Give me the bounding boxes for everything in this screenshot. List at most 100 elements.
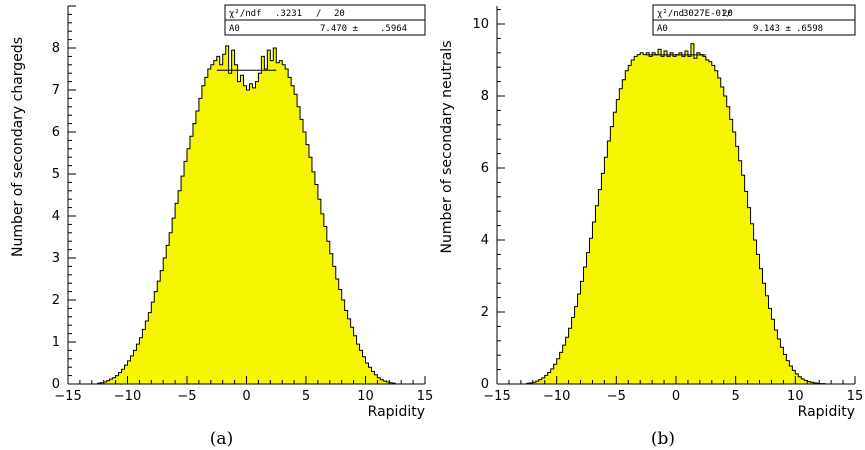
histogram-bin bbox=[145, 321, 149, 384]
histogram-bin bbox=[353, 335, 357, 384]
histogram-bin bbox=[693, 58, 698, 384]
histogram-bin bbox=[187, 148, 191, 384]
histogram-bin bbox=[652, 52, 656, 385]
histogram-bin bbox=[765, 295, 769, 384]
histogram-bin bbox=[771, 319, 775, 384]
histogram-bin bbox=[294, 94, 298, 384]
histogram-bin bbox=[115, 375, 119, 384]
param-error: .6598 bbox=[796, 24, 823, 34]
histogram-bin bbox=[118, 372, 122, 384]
histogram-bin bbox=[553, 364, 557, 384]
y-tick-label: 1 bbox=[52, 335, 60, 350]
histogram-bin bbox=[574, 306, 578, 384]
histogram-bin bbox=[676, 54, 680, 384]
param-value: 9.143 ± bbox=[753, 24, 792, 34]
histogram-bin bbox=[347, 318, 351, 384]
histogram-bin bbox=[344, 310, 348, 384]
histogram-bin bbox=[240, 75, 244, 385]
histogram-bin bbox=[696, 52, 701, 385]
histogram-bin bbox=[562, 345, 566, 384]
histogram-bin bbox=[747, 207, 751, 384]
histogram-bin bbox=[291, 85, 295, 385]
histogram-bin bbox=[681, 56, 686, 385]
histogram-bin bbox=[306, 144, 310, 384]
histogram-bin bbox=[744, 191, 748, 384]
histogram-bin bbox=[622, 79, 626, 385]
ndf-value: 20 bbox=[722, 9, 733, 19]
histogram-bin bbox=[801, 378, 805, 384]
histogram-bin bbox=[368, 367, 372, 384]
histogram-bin bbox=[195, 111, 200, 384]
histogram-bin bbox=[303, 132, 307, 384]
panel-caption: (a) bbox=[210, 429, 233, 449]
y-tick-label: 2 bbox=[52, 293, 60, 308]
histogram-bin bbox=[362, 356, 366, 384]
histogram-bin bbox=[267, 50, 271, 384]
histogram-bin bbox=[643, 54, 647, 384]
histogram-bin bbox=[589, 238, 593, 384]
histogram-bin bbox=[201, 85, 206, 385]
histogram-bin bbox=[726, 106, 730, 385]
histogram-bin bbox=[282, 64, 286, 385]
y-tick-label: 6 bbox=[481, 161, 489, 176]
histogram-bin bbox=[646, 52, 650, 385]
histogram-bin bbox=[786, 360, 790, 384]
y-tick-label: 0 bbox=[52, 377, 60, 392]
histogram-bin bbox=[326, 241, 331, 384]
histogram-bin bbox=[762, 283, 766, 384]
histogram-bin bbox=[628, 65, 632, 385]
x-axis-title: Rapidity bbox=[368, 404, 425, 420]
histogram-bin bbox=[565, 337, 569, 384]
histogram-bin bbox=[133, 350, 137, 384]
y-tick-label: 8 bbox=[52, 41, 60, 56]
histogram-bin bbox=[702, 56, 707, 385]
histogram-bin bbox=[225, 45, 229, 385]
histogram-bin bbox=[166, 245, 170, 384]
histogram-bin bbox=[658, 49, 662, 384]
histogram-bin bbox=[103, 381, 107, 384]
histogram-bin bbox=[323, 226, 328, 384]
y-tick-label: 6 bbox=[52, 125, 60, 140]
y-tick-label: 4 bbox=[52, 209, 60, 224]
histogram-bin bbox=[768, 308, 772, 384]
ndf-value: 20 bbox=[334, 9, 345, 19]
histogram-bin bbox=[100, 382, 104, 384]
histogram-bin bbox=[637, 54, 641, 384]
histogram-bars bbox=[526, 43, 826, 385]
histogram-bin bbox=[583, 267, 587, 384]
histogram-bin bbox=[192, 123, 197, 384]
histogram-bin bbox=[261, 56, 265, 385]
histogram-bin bbox=[389, 382, 393, 384]
param-value: 7.470 ± bbox=[320, 24, 359, 34]
histogram-bin bbox=[276, 62, 280, 384]
histogram-bin bbox=[547, 372, 551, 384]
histogram-bin bbox=[807, 381, 811, 384]
chi2-label: χ²/nd bbox=[657, 9, 684, 19]
histogram-bin bbox=[708, 61, 713, 385]
histogram-bin bbox=[109, 378, 113, 384]
histogram-bin bbox=[228, 73, 232, 384]
histogram-bin bbox=[371, 371, 375, 384]
histogram-bin bbox=[249, 83, 253, 384]
histogram-bin bbox=[774, 330, 778, 384]
x-tick-label: −10 bbox=[543, 389, 570, 404]
histogram-bin bbox=[178, 190, 182, 384]
histogram-bin bbox=[365, 363, 369, 384]
histogram-bin bbox=[610, 126, 614, 384]
histogram-bin bbox=[571, 317, 575, 384]
histogram-bin bbox=[577, 294, 581, 384]
histogram-bin bbox=[258, 73, 262, 384]
histogram-bin bbox=[673, 56, 677, 385]
histogram-bin bbox=[169, 232, 173, 384]
histogram-bin bbox=[723, 96, 728, 384]
param-error: .5964 bbox=[380, 24, 407, 34]
histogram-bin bbox=[329, 253, 334, 384]
histogram-bin bbox=[750, 223, 754, 384]
histogram-bars bbox=[97, 45, 396, 385]
histogram-bin bbox=[252, 87, 256, 385]
y-tick-label: 3 bbox=[52, 251, 60, 266]
histogram-bin bbox=[320, 213, 325, 384]
histogram-bin bbox=[279, 60, 283, 384]
